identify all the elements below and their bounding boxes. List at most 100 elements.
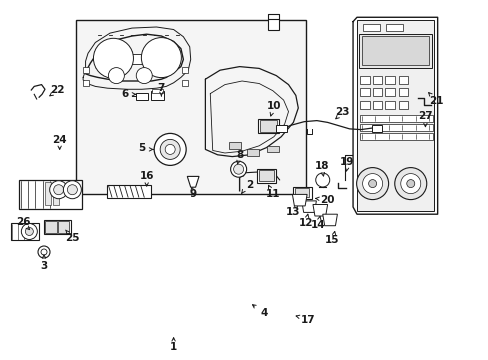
Circle shape xyxy=(400,174,420,194)
Bar xyxy=(267,19,278,30)
Bar xyxy=(53,182,59,205)
Polygon shape xyxy=(322,214,337,226)
Bar xyxy=(45,182,51,205)
Bar xyxy=(45,221,57,233)
Circle shape xyxy=(93,38,133,78)
Bar xyxy=(258,119,278,133)
Circle shape xyxy=(141,37,181,78)
Bar xyxy=(362,24,379,31)
Bar xyxy=(372,76,382,84)
Bar xyxy=(182,67,187,73)
Text: 25: 25 xyxy=(65,233,80,243)
Text: 13: 13 xyxy=(285,207,300,217)
Bar xyxy=(361,36,428,65)
Polygon shape xyxy=(312,204,327,216)
Bar xyxy=(260,120,276,132)
Text: 2: 2 xyxy=(245,180,252,190)
Bar xyxy=(386,24,403,31)
Bar xyxy=(246,149,259,156)
Polygon shape xyxy=(187,176,199,187)
Circle shape xyxy=(54,185,63,195)
Bar xyxy=(360,76,369,84)
Circle shape xyxy=(41,249,47,255)
Text: 8: 8 xyxy=(236,150,243,160)
Circle shape xyxy=(50,181,67,199)
Text: 26: 26 xyxy=(16,217,31,228)
Circle shape xyxy=(108,68,124,84)
Bar xyxy=(82,67,88,73)
Bar xyxy=(106,185,150,198)
Bar xyxy=(150,91,164,100)
Bar xyxy=(360,115,432,122)
Text: 3: 3 xyxy=(41,261,47,271)
Bar xyxy=(398,88,407,96)
Circle shape xyxy=(165,144,175,154)
Polygon shape xyxy=(301,201,316,212)
Circle shape xyxy=(356,168,388,199)
Bar xyxy=(360,101,369,109)
Bar xyxy=(372,88,382,96)
Text: 17: 17 xyxy=(300,315,315,325)
Text: 12: 12 xyxy=(298,218,312,228)
Circle shape xyxy=(160,139,180,159)
Bar xyxy=(398,76,407,84)
Bar xyxy=(356,20,433,211)
Circle shape xyxy=(362,174,382,194)
Text: 11: 11 xyxy=(265,189,280,199)
Bar xyxy=(258,170,274,181)
Text: 23: 23 xyxy=(334,107,349,117)
Text: 4: 4 xyxy=(260,308,267,318)
Bar xyxy=(44,220,71,234)
Bar xyxy=(76,20,305,194)
Circle shape xyxy=(63,181,81,199)
Bar xyxy=(384,88,394,96)
Text: 7: 7 xyxy=(157,83,165,93)
Text: 9: 9 xyxy=(189,189,196,199)
Circle shape xyxy=(368,180,376,188)
Bar xyxy=(58,221,69,233)
Text: 15: 15 xyxy=(325,235,339,246)
Circle shape xyxy=(136,68,152,84)
Bar xyxy=(82,80,88,86)
Text: 22: 22 xyxy=(50,85,65,95)
Bar xyxy=(294,188,308,197)
Polygon shape xyxy=(292,194,306,206)
Text: 24: 24 xyxy=(52,135,67,145)
Circle shape xyxy=(406,180,414,188)
Bar xyxy=(360,124,432,131)
Bar xyxy=(151,89,163,93)
Circle shape xyxy=(25,228,33,235)
Bar xyxy=(398,101,407,109)
Bar xyxy=(11,223,39,240)
Circle shape xyxy=(394,168,426,199)
Bar xyxy=(384,76,394,84)
Text: 10: 10 xyxy=(266,101,281,111)
Bar xyxy=(372,101,382,109)
Bar xyxy=(228,142,241,149)
Text: 5: 5 xyxy=(138,143,145,153)
Bar xyxy=(384,101,394,109)
Bar xyxy=(266,146,278,152)
Circle shape xyxy=(233,164,243,174)
Bar xyxy=(256,169,276,183)
Bar xyxy=(130,54,150,64)
Bar xyxy=(293,187,311,199)
Text: 16: 16 xyxy=(139,171,154,181)
Text: 1: 1 xyxy=(170,342,177,352)
Bar xyxy=(182,80,187,86)
Circle shape xyxy=(230,161,246,177)
Bar xyxy=(359,34,431,68)
Circle shape xyxy=(315,173,329,187)
Circle shape xyxy=(154,134,186,165)
Bar xyxy=(360,133,432,140)
Bar xyxy=(136,93,147,100)
Circle shape xyxy=(38,246,50,258)
Text: 20: 20 xyxy=(320,195,334,205)
Bar xyxy=(371,125,382,132)
Circle shape xyxy=(67,185,77,195)
Text: 21: 21 xyxy=(428,96,443,106)
Text: 18: 18 xyxy=(314,161,328,171)
Text: 14: 14 xyxy=(310,220,325,230)
Bar xyxy=(276,125,286,132)
Bar xyxy=(360,88,369,96)
